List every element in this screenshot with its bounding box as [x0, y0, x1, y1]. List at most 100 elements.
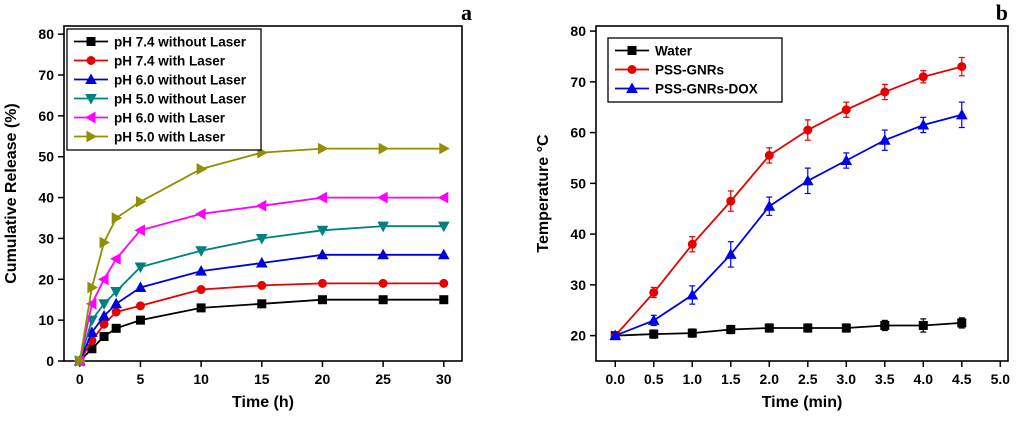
y-tick-label: 70	[570, 74, 586, 90]
x-tick-label: 0.5	[644, 371, 664, 387]
series-ph-6-0-with-laser	[73, 191, 449, 367]
circle-marker	[726, 196, 736, 206]
triangle-down-marker	[255, 233, 268, 245]
circle-marker	[803, 125, 813, 135]
triangle-up-marker	[98, 310, 110, 321]
circle-marker	[257, 280, 267, 290]
y-tick-label: 0	[46, 353, 54, 369]
triangle-right-marker	[135, 195, 147, 208]
circle-marker	[86, 56, 96, 65]
series-water	[610, 317, 967, 341]
square-marker	[687, 328, 697, 338]
triangle-left-marker	[255, 199, 267, 212]
x-tick-label: 4.5	[952, 371, 972, 387]
circle-marker	[317, 278, 327, 288]
x-tick-label: 0	[76, 371, 84, 387]
x-tick-label: 1.5	[721, 371, 741, 387]
y-tick-label: 20	[570, 328, 586, 344]
plot-frame	[63, 25, 463, 362]
triangle-right-marker	[378, 142, 390, 155]
circle-marker	[196, 285, 206, 295]
y-tick-label: 30	[570, 277, 586, 293]
circle-marker	[135, 301, 145, 311]
x-tick-label: 1.0	[683, 371, 703, 387]
square-marker	[135, 315, 145, 325]
series-line	[79, 282, 444, 362]
triangle-up-marker	[86, 326, 98, 337]
x-tick-label: 2.0	[760, 371, 780, 387]
square-marker	[439, 295, 449, 305]
triangle-up-marker	[437, 248, 450, 260]
panel-b: b 0.0 0.5 1.0 1.5 2.0 2.5 3.0 3.5 4.0 4.5 5.0 20 30 4…	[512, 0, 1024, 419]
square-marker	[726, 325, 736, 335]
triangle-up-marker	[955, 108, 968, 120]
triangle-down-marker	[85, 94, 97, 105]
circle-marker	[841, 105, 851, 115]
x-tick-label: 10	[193, 371, 209, 387]
series-line	[615, 322, 962, 337]
series-ph-5-0-with-laser	[75, 142, 450, 367]
y-tick-label: 10	[38, 312, 54, 328]
series-line	[78, 196, 444, 362]
triangle-up-marker	[878, 134, 891, 145]
x-tick-label: 5.0	[991, 371, 1011, 387]
square-marker	[196, 303, 206, 313]
series-line	[78, 147, 444, 362]
panel-b-label: b	[995, 0, 1008, 25]
triangle-up-marker	[801, 174, 814, 186]
legend-label: pH 5.0 with Laser	[114, 130, 226, 145]
triangle-left-marker	[84, 111, 96, 124]
legend-label: pH 6.0 without Laser	[114, 73, 247, 88]
circle-marker	[439, 278, 449, 288]
y-tick-label: 30	[38, 230, 54, 246]
release-chart: 0 5 10 15 20 25 30 0 10 20 30 40 50 60 70 80 Time (h) Cum…	[3, 25, 463, 411]
x-tick-label: 20	[315, 371, 331, 387]
temperature-chart: 0.0 0.5 1.0 1.5 2.0 2.5 3.0 3.5 4.0 4.5 5.0 20 30 40 5…	[535, 23, 1011, 411]
square-marker	[317, 295, 327, 305]
triangle-right-marker	[86, 130, 98, 143]
y-tick-label: 70	[38, 67, 54, 83]
triangle-right-marker	[317, 142, 329, 155]
triangle-up-marker	[686, 288, 699, 300]
panel-a: a 0 5 10 15 20 25 30 0 10 20 30 40 50 60 70 80 Time (h) C…	[0, 0, 512, 419]
circle-marker	[111, 307, 121, 317]
triangle-down-marker	[437, 221, 450, 233]
triangle-left-marker	[110, 253, 121, 265]
triangle-up-marker	[724, 248, 737, 259]
triangle-down-marker	[110, 287, 123, 298]
legend-label: PSS-GNRs	[655, 63, 724, 78]
triangle-down-marker	[98, 299, 110, 310]
triangle-right-marker	[75, 355, 86, 367]
legend-label: pH 7.4 with Laser	[114, 54, 226, 69]
square-marker	[918, 320, 928, 330]
triangle-up-marker	[316, 248, 329, 260]
circle-marker	[627, 65, 637, 74]
y-tick-label: 60	[570, 125, 586, 141]
series-pss-gnrs	[610, 56, 967, 341]
triangle-right-marker	[111, 212, 123, 224]
triangle-up-marker	[195, 265, 207, 276]
x-tick-label: 25	[375, 371, 391, 387]
x-axis-label: Time (h)	[232, 394, 294, 411]
legend-label: pH 5.0 without Laser	[114, 92, 247, 107]
legend-label: PSS-GNRs-DOX	[655, 82, 758, 97]
square-marker	[627, 46, 637, 55]
y-axis-label: Cumulative Release (%)	[3, 103, 20, 284]
square-marker	[649, 329, 659, 339]
circle-marker	[687, 239, 697, 249]
triangle-down-marker	[134, 262, 147, 274]
square-marker	[99, 331, 109, 341]
circle-marker	[957, 62, 967, 72]
x-tick-label: 30	[436, 371, 452, 387]
series-ph-6-0-without-laser	[73, 248, 450, 366]
circle-marker	[649, 287, 659, 297]
triangle-up-marker	[255, 256, 268, 268]
legend-label: pH 6.0 with Laser	[114, 111, 226, 126]
triangle-up-marker	[134, 281, 147, 292]
square-marker	[841, 323, 851, 333]
series-line	[78, 253, 444, 362]
y-axis-label: Temperature °C	[535, 134, 552, 253]
series-pss-gnrs-dox	[609, 101, 968, 341]
y-tick-label: 50	[38, 149, 54, 165]
